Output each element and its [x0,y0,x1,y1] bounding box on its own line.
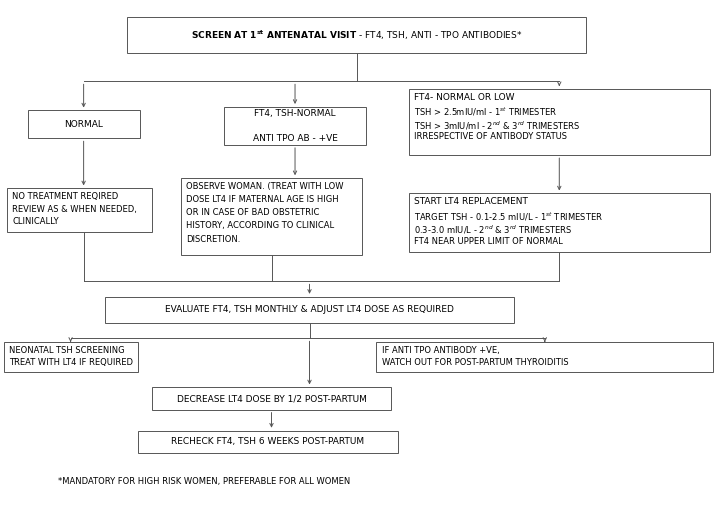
Text: CLINICALLY: CLINICALLY [12,217,59,227]
FancyBboxPatch shape [28,110,140,138]
FancyBboxPatch shape [138,431,398,453]
Text: NO TREATMENT REQIRED: NO TREATMENT REQIRED [12,192,119,201]
Text: *MANDATORY FOR HIGH RISK WOMEN, PREFERABLE FOR ALL WOMEN: *MANDATORY FOR HIGH RISK WOMEN, PREFERAB… [58,477,350,486]
FancyBboxPatch shape [181,178,362,254]
Text: REVIEW AS & WHEN NEEDED,: REVIEW AS & WHEN NEEDED, [12,205,137,214]
Text: TSH > 2.5mIU/ml - 1$^{st}$ TRIMESTER: TSH > 2.5mIU/ml - 1$^{st}$ TRIMESTER [414,106,557,118]
Text: 0.3-3.0 mIU/L - 2$^{nd}$ & 3$^{rd}$ TRIMESTERS: 0.3-3.0 mIU/L - 2$^{nd}$ & 3$^{rd}$ TRIM… [414,223,573,236]
FancyBboxPatch shape [7,188,152,232]
Text: FT4, TSH-NORMAL

ANTI TPO AB - +VE: FT4, TSH-NORMAL ANTI TPO AB - +VE [253,109,337,143]
Text: $\mathbf{SCREEN\ AT\ 1}$$^{\mathbf{st}}$$\mathbf{\ ANTENATAL\ VISIT}$ - FT4, TSH: $\mathbf{SCREEN\ AT\ 1}$$^{\mathbf{st}}$… [190,29,523,42]
Text: IRRESPECTIVE OF ANTIBODY STATUS: IRRESPECTIVE OF ANTIBODY STATUS [414,132,567,142]
FancyBboxPatch shape [376,342,713,372]
Text: EVALUATE FT4, TSH MONTHLY & ADJUST LT4 DOSE AS REQUIRED: EVALUATE FT4, TSH MONTHLY & ADJUST LT4 D… [165,305,454,315]
Text: RECHECK FT4, TSH 6 WEEKS POST-PARTUM: RECHECK FT4, TSH 6 WEEKS POST-PARTUM [172,437,364,446]
Text: START LT4 REPLACEMENT: START LT4 REPLACEMENT [414,197,528,206]
Text: IF ANTI TPO ANTIBODY +VE,: IF ANTI TPO ANTIBODY +VE, [382,346,500,355]
FancyBboxPatch shape [4,342,138,372]
Text: OBSERVE WOMAN. (TREAT WITH LOW: OBSERVE WOMAN. (TREAT WITH LOW [186,182,344,191]
Text: DECREASE LT4 DOSE BY 1/2 POST-PARTUM: DECREASE LT4 DOSE BY 1/2 POST-PARTUM [177,394,366,403]
Text: TSH > 3mIU/ml - 2$^{nd}$ & 3$^{rd}$ TRIMESTERS: TSH > 3mIU/ml - 2$^{nd}$ & 3$^{rd}$ TRIM… [414,119,581,131]
Text: NEONATAL TSH SCREENING: NEONATAL TSH SCREENING [9,346,125,355]
Text: TREAT WITH LT4 IF REQUIRED: TREAT WITH LT4 IF REQUIRED [9,358,132,367]
Text: NORMAL: NORMAL [64,120,103,129]
Text: HISTORY, ACCORDING TO CLINICAL: HISTORY, ACCORDING TO CLINICAL [186,221,334,231]
Text: TARGET TSH - 0.1-2.5 mIU/L - 1$^{st}$ TRIMESTER: TARGET TSH - 0.1-2.5 mIU/L - 1$^{st}$ TR… [414,210,603,222]
Text: OR IN CASE OF BAD OBSTETRIC: OR IN CASE OF BAD OBSTETRIC [186,208,319,217]
Text: DISCRETION.: DISCRETION. [186,235,240,244]
Text: DOSE LT4 IF MATERNAL AGE IS HIGH: DOSE LT4 IF MATERNAL AGE IS HIGH [186,195,339,204]
Text: FT4 NEAR UPPER LIMIT OF NORMAL: FT4 NEAR UPPER LIMIT OF NORMAL [414,237,563,246]
FancyBboxPatch shape [127,17,586,53]
Text: WATCH OUT FOR POST-PARTUM THYROIDITIS: WATCH OUT FOR POST-PARTUM THYROIDITIS [382,358,568,367]
FancyBboxPatch shape [409,89,710,155]
FancyBboxPatch shape [105,297,514,323]
FancyBboxPatch shape [152,387,391,410]
Text: FT4- NORMAL OR LOW: FT4- NORMAL OR LOW [414,93,515,102]
FancyBboxPatch shape [409,193,710,252]
FancyBboxPatch shape [224,107,366,145]
